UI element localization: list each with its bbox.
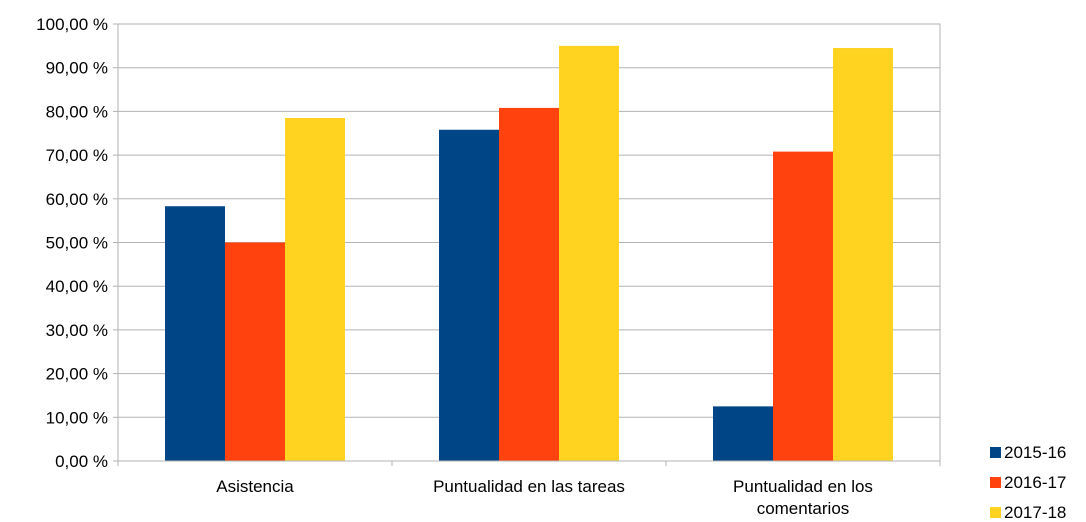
bar-2015-16-0: [165, 206, 225, 461]
legend-label: 2015-16: [1004, 443, 1066, 462]
legend-label: 2016-17: [1004, 473, 1066, 492]
y-tick-label: 30,00 %: [46, 321, 108, 340]
legend-swatch-2016-17: [990, 477, 1001, 488]
legend: 2015-16 2016-17 2017-18: [990, 443, 1066, 522]
x-category-label: Asistencia: [216, 477, 294, 496]
x-category-label: Puntualidad en los: [733, 477, 873, 496]
y-tick-label: 40,00 %: [46, 277, 108, 296]
legend-swatch-2017-18: [990, 507, 1001, 518]
bar-2016-17-0: [225, 242, 285, 461]
x-category-label: comentarios: [757, 499, 850, 518]
bar-2015-16-1: [439, 129, 499, 461]
bar-2017-18-1: [559, 45, 619, 461]
y-tick-label: 20,00 %: [46, 365, 108, 384]
y-tick-label: 10,00 %: [46, 408, 108, 427]
legend-label: 2017-18: [1004, 503, 1066, 522]
y-tick-label: 90,00 %: [46, 59, 108, 78]
legend-swatch-2015-16: [990, 447, 1001, 458]
y-tick-label: 50,00 %: [46, 234, 108, 253]
bar-2016-17-1: [499, 107, 559, 462]
y-tick-label: 80,00 %: [46, 102, 108, 121]
bar-2016-17-2: [773, 151, 833, 461]
x-category-label: Puntualidad en las tareas: [433, 477, 625, 496]
x-axis-category-labels: Asistencia Puntualidad en las tareas Puntu…: [117, 461, 941, 518]
y-axis-tick-labels: 0,00 % 10,00 % 20,00 % 30,00 % 40,00 % 50,00 …: [36, 15, 118, 471]
bar-2017-18-2: [833, 48, 893, 461]
y-tick-label: 70,00 %: [46, 146, 108, 165]
y-tick-label: 0,00 %: [55, 452, 108, 471]
y-tick-label: 100,00 %: [36, 15, 108, 34]
bar-2017-18-0: [285, 117, 345, 461]
y-tick-label: 60,00 %: [46, 190, 108, 209]
bar-2015-16-2: [713, 406, 773, 461]
bars: [165, 45, 893, 462]
